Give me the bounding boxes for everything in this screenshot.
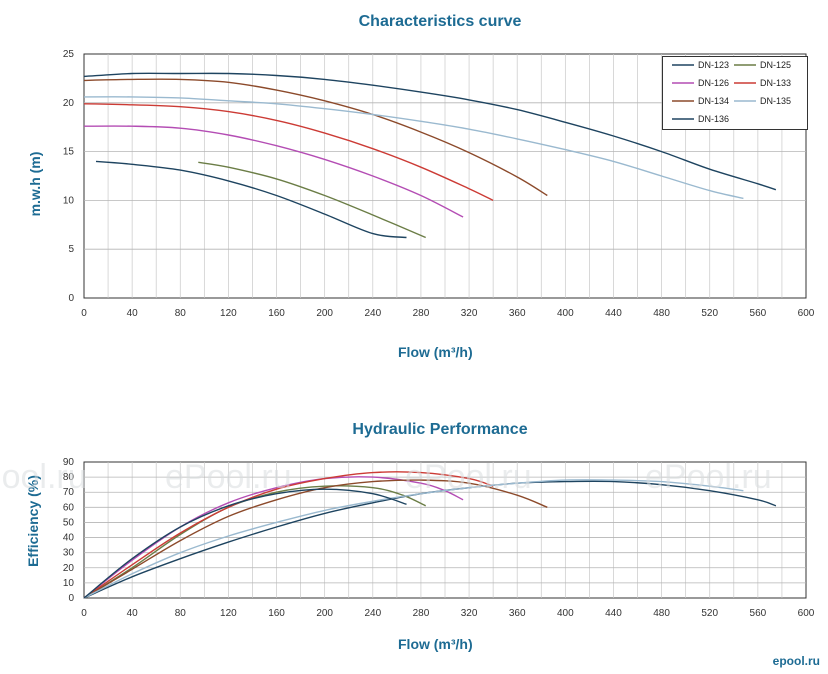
legend-entries: DN-123 DN-125 DN-126 DN-133 DN-134 DN-135 DN-1… — [672, 60, 791, 124]
series-hydraulic — [83, 471, 777, 599]
chart-title-hydraulic: Hydraulic Performance — [352, 421, 528, 438]
x-tick-label: 80 — [175, 308, 187, 319]
x-tick-label: 240 — [364, 608, 381, 619]
y-tick-label: 25 — [63, 49, 75, 60]
x-tick-label: 40 — [127, 608, 139, 619]
hydraulic-chart: 0 40 80 120 160 200 240 280 320 360 400 440 480 520 56… — [63, 457, 815, 619]
series-characteristics — [83, 72, 777, 239]
y-tick-label: 20 — [63, 563, 75, 574]
x-tick-label: 480 — [653, 308, 670, 319]
legend-label-dn-133: DN-133 — [760, 78, 791, 88]
x-tick-label: 480 — [653, 608, 670, 619]
series-line-dn-136 — [83, 488, 407, 599]
x-tick-label: 400 — [557, 608, 574, 619]
y-tick-label: 0 — [68, 593, 74, 604]
legend-label-dn-135: DN-135 — [760, 96, 791, 106]
series-line-dn-134 — [83, 78, 548, 197]
series-line-dn-126 — [83, 476, 464, 599]
x-tick-label: 200 — [316, 608, 333, 619]
x-tick-label: 0 — [81, 308, 87, 319]
y-tick-label: 90 — [63, 457, 75, 468]
series-line-dn-133 — [83, 103, 494, 202]
series-line-dn-133 — [83, 471, 494, 599]
x-tick-label: 600 — [798, 608, 815, 619]
chart-title-characteristics: Characteristics curve — [358, 13, 522, 30]
x-tick-label: 440 — [605, 308, 622, 319]
x-tick-label: 560 — [750, 608, 767, 619]
x-axis-title-head: Flow (m³/h) — [398, 344, 473, 360]
y-tick-label: 70 — [63, 487, 75, 498]
series-line-dn-123 — [83, 72, 777, 191]
y-tick-label: 5 — [68, 244, 74, 255]
y-tick-label: 10 — [63, 195, 75, 206]
legend-label-dn-136: DN-136 — [698, 114, 729, 124]
y-tick-label: 50 — [63, 517, 75, 528]
x-tick-label: 360 — [509, 308, 526, 319]
grid-hydraulic — [83, 461, 807, 599]
x-tick-label: 520 — [701, 308, 718, 319]
x-tick-label: 320 — [461, 608, 478, 619]
ticks-characteristics: 0 40 80 120 160 200 240 280 320 360 400 440 480 520 56… — [63, 49, 815, 319]
x-axis-title-efficiency: Flow (m³/h) — [398, 636, 473, 652]
y-tick-label: 60 — [63, 502, 75, 513]
x-tick-label: 440 — [605, 608, 622, 619]
x-tick-label: 520 — [701, 608, 718, 619]
x-tick-label: 120 — [220, 308, 237, 319]
series-line-dn-125 — [198, 161, 426, 239]
x-tick-label: 120 — [220, 608, 237, 619]
y-tick-label: 10 — [63, 578, 75, 589]
x-tick-label: 0 — [81, 608, 87, 619]
x-tick-label: 200 — [316, 308, 333, 319]
x-tick-label: 280 — [413, 308, 430, 319]
y-tick-label: 40 — [63, 533, 75, 544]
x-tick-label: 160 — [268, 308, 285, 319]
x-tick-label: 160 — [268, 608, 285, 619]
series-line-dn-135 — [83, 479, 744, 599]
x-tick-label: 240 — [364, 308, 381, 319]
x-tick-label: 80 — [175, 608, 187, 619]
legend — [662, 56, 808, 130]
y-tick-label: 80 — [63, 472, 75, 483]
series-line-dn-125 — [83, 485, 426, 599]
x-tick-label: 40 — [127, 308, 139, 319]
brand-logo: epool.ru — [772, 654, 820, 668]
x-tick-label: 600 — [798, 308, 815, 319]
y-tick-label: 15 — [63, 147, 75, 158]
x-tick-label: 400 — [557, 308, 574, 319]
x-tick-label: 320 — [461, 308, 478, 319]
x-tick-label: 360 — [509, 608, 526, 619]
legend-label-dn-125: DN-125 — [760, 60, 791, 70]
legend-label-dn-126: DN-126 — [698, 78, 729, 88]
x-tick-label: 560 — [750, 308, 767, 319]
legend-label-dn-123: DN-123 — [698, 60, 729, 70]
y-tick-label: 20 — [63, 98, 75, 109]
series-line-dn-135 — [83, 96, 744, 200]
series-line-dn-136 — [95, 160, 407, 239]
legend-label-dn-134: DN-134 — [698, 96, 729, 106]
y-tick-label: 0 — [68, 293, 74, 304]
x-tick-label: 280 — [413, 608, 430, 619]
series-line-dn-126 — [83, 125, 464, 218]
y-tick-label: 30 — [63, 548, 75, 559]
ticks-hydraulic: 0 40 80 120 160 200 240 280 320 360 400 440 480 520 56… — [63, 457, 815, 619]
